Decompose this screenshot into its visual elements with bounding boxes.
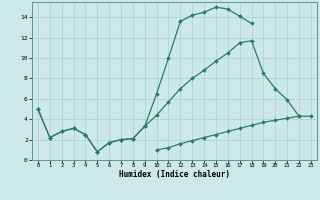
X-axis label: Humidex (Indice chaleur): Humidex (Indice chaleur) bbox=[119, 170, 230, 179]
